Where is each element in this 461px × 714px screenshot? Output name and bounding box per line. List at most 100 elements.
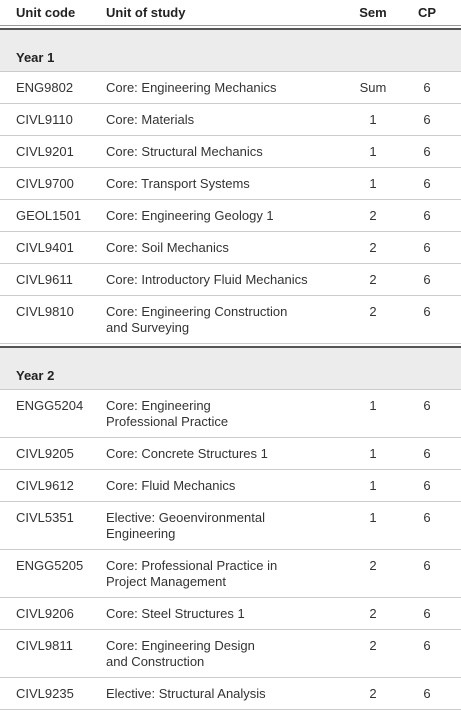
unit-line: Professional Practice: [106, 414, 229, 429]
unit-name: Core: Soil Mechanics: [106, 240, 229, 256]
table-row: CIVL9206 Core: Steel Structures 1 2 6: [0, 598, 461, 630]
unit-name: Core: Engineering Mechanics: [106, 80, 277, 96]
unit-code: CIVL9110: [16, 112, 73, 127]
credit-points: 6: [423, 144, 431, 159]
semester: Sum: [359, 80, 387, 95]
unit-line: Elective: Geoenvironmental: [106, 510, 265, 525]
header-sem: Sem: [359, 5, 387, 20]
unit-line: Core: Engineering: [106, 398, 211, 413]
table-row: CIVL9401 Core: Soil Mechanics 2 6: [0, 232, 461, 264]
semester: 2: [369, 606, 377, 621]
table-row: ENGG5205 Core: Professional Practice in Pr…: [0, 550, 461, 598]
semester: 1: [369, 112, 377, 127]
semester: 1: [369, 176, 377, 191]
unit-line: Core: Soil Mechanics: [106, 240, 229, 255]
unit-code: CIVL9810: [16, 304, 74, 319]
unit-name: Core: Structural Mechanics: [106, 144, 263, 160]
section-band: Year 1: [0, 28, 461, 72]
unit-code: CIVL5351: [16, 510, 74, 525]
table-row: GEOL1501 Core: Engineering Geology 1 2 6: [0, 200, 461, 232]
credit-points: 6: [423, 478, 431, 493]
semester: 1: [369, 478, 377, 493]
semester: 2: [369, 208, 377, 223]
unit-code: CIVL9201: [16, 144, 74, 159]
semester: 2: [369, 304, 377, 319]
unit-code: ENGG5205: [16, 558, 84, 573]
semester: 1: [369, 398, 377, 413]
table-row: CIVL9235 Elective: Structural Analysis 2 6: [0, 678, 461, 710]
credit-points: 6: [423, 176, 431, 191]
section-title: Year 1: [16, 50, 55, 65]
credit-points: 6: [423, 240, 431, 255]
header-unit: Unit of study: [106, 5, 186, 20]
section-title: Year 2: [16, 368, 55, 383]
unit-name: Core: Professional Practice in Project Ma…: [106, 558, 277, 590]
unit-line: and Construction: [106, 654, 205, 669]
unit-code: CIVL9205: [16, 446, 74, 461]
semester: 2: [369, 686, 377, 701]
credit-points: 6: [423, 208, 431, 223]
unit-line: Core: Professional Practice in: [106, 558, 278, 573]
table-row: CIVL9612 Core: Fluid Mechanics 1 6: [0, 470, 461, 502]
unit-code: CIVL9811: [16, 638, 73, 653]
unit-code: ENGG5204: [16, 398, 84, 413]
unit-line: Core: Concrete Structures 1: [106, 446, 268, 461]
unit-line: Core: Engineering Mechanics: [106, 80, 277, 95]
credit-points: 6: [423, 304, 431, 319]
semester: 2: [369, 638, 377, 653]
table-row: CIVL9110 Core: Materials 1 6: [0, 104, 461, 136]
unit-code: CIVL9235: [16, 686, 74, 701]
header-cp: CP: [417, 5, 437, 20]
table-row: CIVL5351 Elective: Geoenvironmental Engine…: [0, 502, 461, 550]
semester: 1: [369, 446, 377, 461]
unit-name: Core: Concrete Structures 1: [106, 446, 268, 462]
credit-points: 6: [423, 398, 431, 413]
unit-code: CIVL9401: [16, 240, 74, 255]
unit-line: and Surveying: [106, 320, 190, 335]
table-row: CIVL9205 Core: Concrete Structures 1 1 6: [0, 438, 461, 470]
unit-name: Elective: Structural Analysis: [106, 686, 266, 702]
credit-points: 6: [423, 80, 431, 95]
table-row: ENG9802 Core: Engineering Mechanics Sum 6: [0, 72, 461, 104]
header-row: Unit code Unit of study Sem CP: [0, 0, 461, 26]
semester: 2: [369, 558, 377, 573]
unit-line: Project Management: [106, 574, 226, 589]
unit-line: Core: Transport Systems: [106, 176, 250, 191]
credit-points: 6: [423, 638, 431, 653]
credit-points: 6: [423, 112, 431, 127]
credit-points: 6: [423, 510, 431, 525]
unit-line: Core: Materials: [106, 112, 195, 127]
unit-code: GEOL1501: [16, 208, 82, 223]
unit-name: Core: Transport Systems: [106, 176, 250, 192]
unit-name: Core: Steel Structures 1: [106, 606, 245, 622]
unit-name: Core: Fluid Mechanics: [106, 478, 235, 494]
credit-points: 6: [423, 686, 431, 701]
credit-points: 6: [423, 446, 431, 461]
semester: 2: [369, 272, 377, 287]
semester: 1: [369, 510, 377, 525]
unit-code: CIVL9612: [16, 478, 74, 493]
unit-line: Core: Introductory Fluid Mechanics: [106, 272, 308, 287]
unit-name: Core: Introductory Fluid Mechanics: [106, 272, 308, 288]
unit-name: Core: Materials: [106, 112, 194, 128]
unit-line: Core: Engineering Construction: [106, 304, 288, 319]
unit-code: CIVL9611: [16, 272, 73, 287]
unit-code: ENG9802: [16, 80, 74, 95]
unit-line: Core: Engineering Geology 1: [106, 208, 274, 223]
table-row: CIVL9700 Core: Transport Systems 1 6: [0, 168, 461, 200]
unit-name: Elective: Geoenvironmental Engineering: [106, 510, 265, 542]
unit-line: Elective: Structural Analysis: [106, 686, 266, 701]
header-code: Unit code: [16, 5, 76, 20]
section-band: Year 2: [0, 346, 461, 390]
unit-line: Core: Fluid Mechanics: [106, 478, 236, 493]
unit-name: Core: Engineering Construction and Survey…: [106, 304, 287, 336]
semester: 2: [369, 240, 377, 255]
unit-line: Core: Structural Mechanics: [106, 144, 263, 159]
semester: 1: [369, 144, 377, 159]
unit-name: Core: Engineering Design and Construction: [106, 638, 255, 670]
unit-code: CIVL9700: [16, 176, 74, 191]
unit-code: CIVL9206: [16, 606, 74, 621]
unit-line: Core: Steel Structures 1: [106, 606, 245, 621]
